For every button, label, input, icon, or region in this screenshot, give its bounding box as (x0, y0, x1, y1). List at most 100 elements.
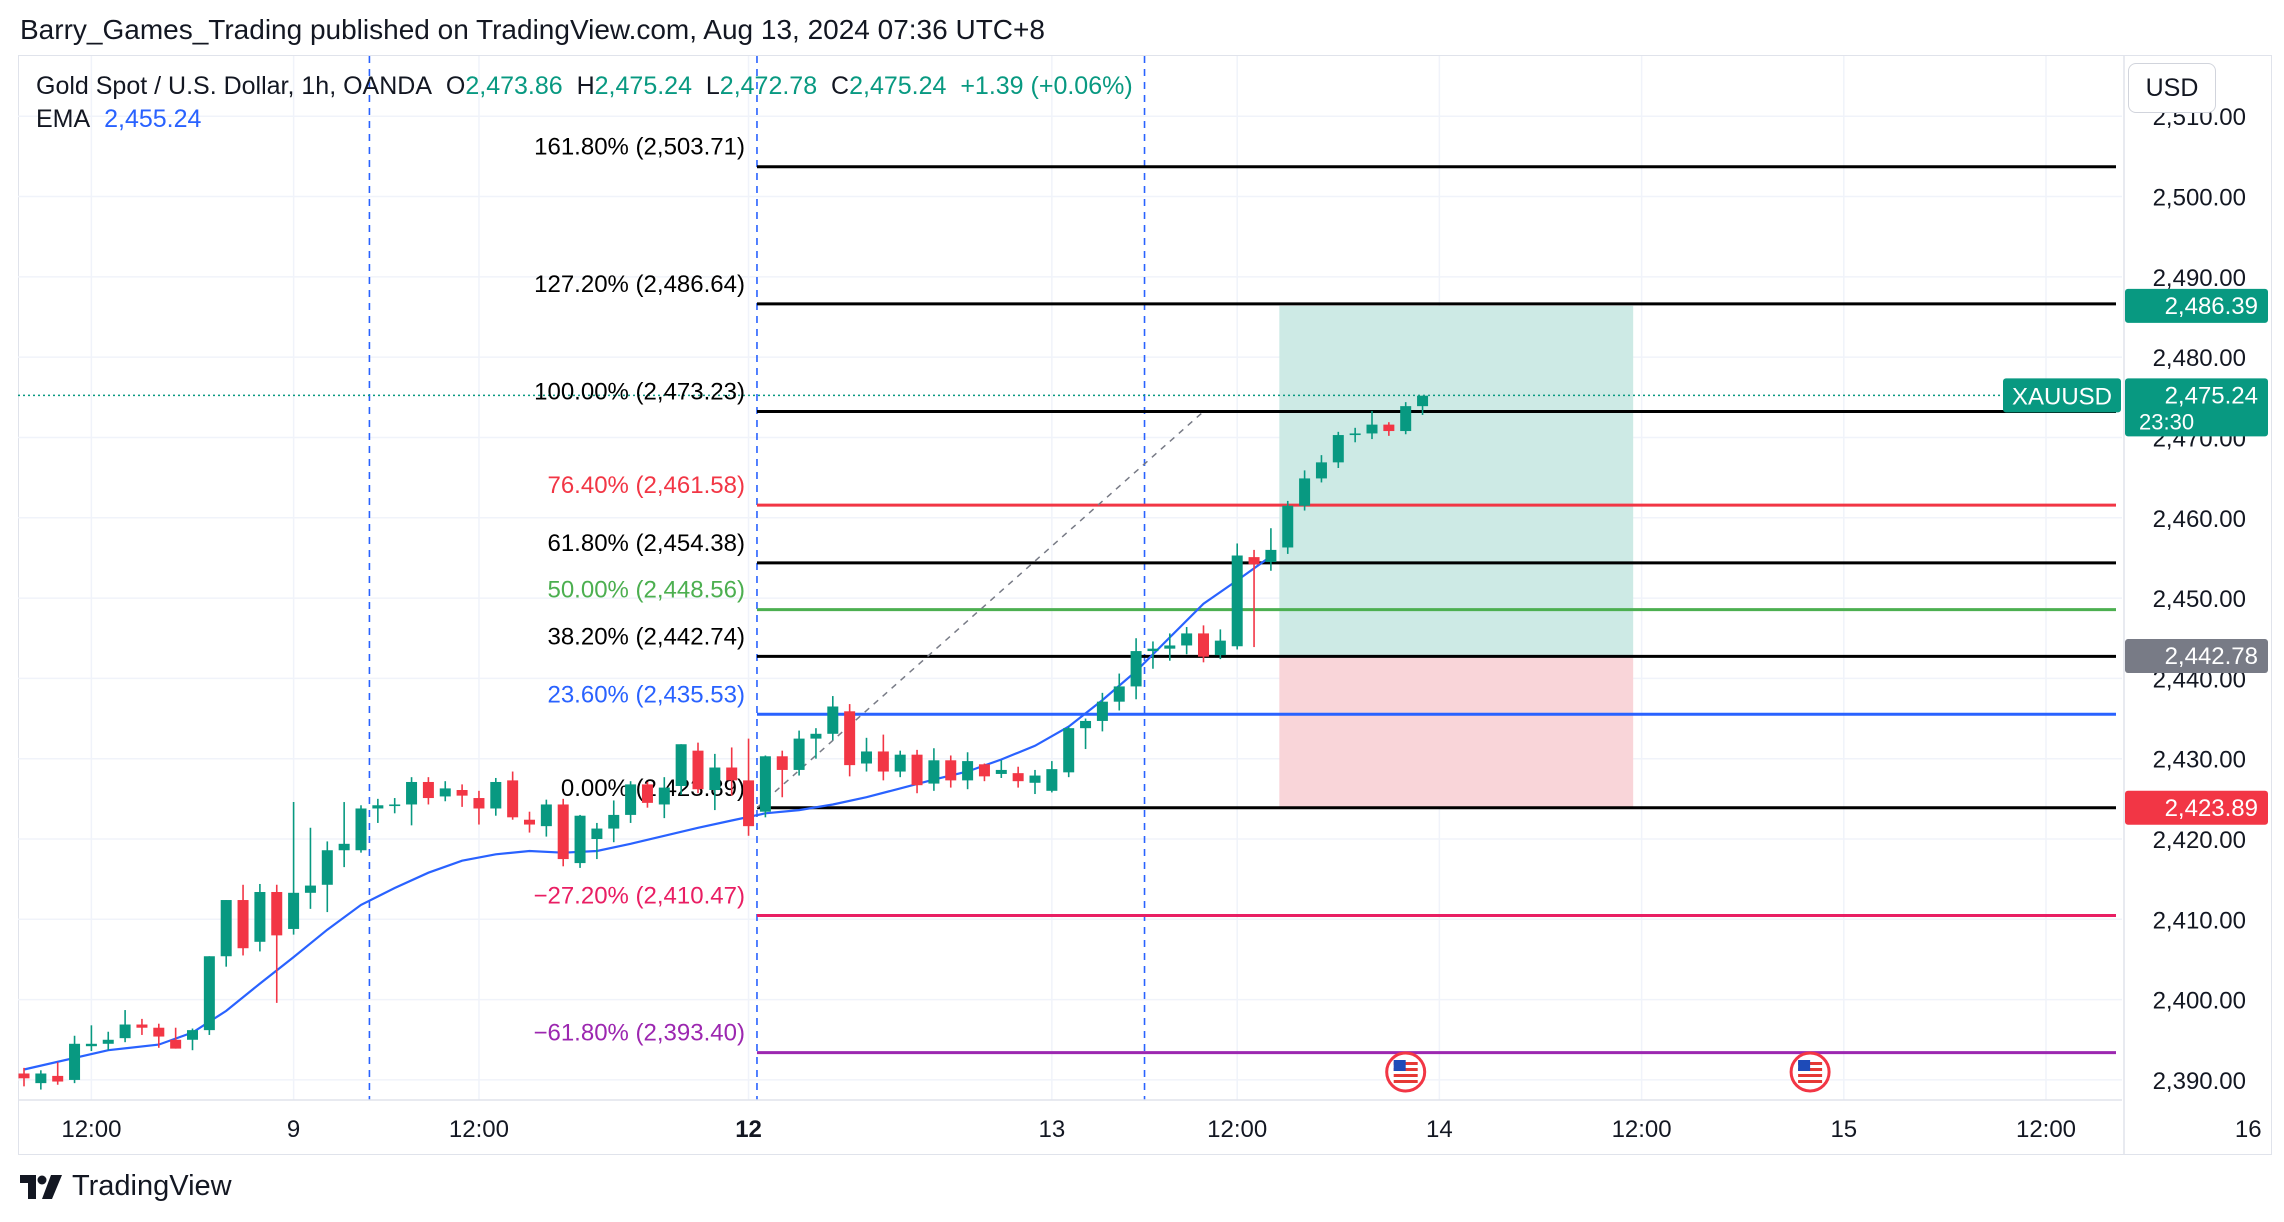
candle-body (372, 805, 384, 809)
candle-body (422, 781, 434, 799)
flag-canton (1798, 1060, 1811, 1071)
candle (574, 814, 586, 868)
candle-body (574, 815, 586, 864)
symbol-name[interactable]: Gold Spot / U.S. Dollar, 1h, OANDA (36, 72, 432, 100)
open-value: 2,473.86 (465, 72, 563, 100)
candle-body (1214, 640, 1226, 656)
candle (1181, 626, 1193, 655)
candle (389, 798, 401, 814)
fib-level-label: 61.80% (2,454.38) (547, 530, 744, 557)
symbol-tag-bg (2003, 378, 2121, 413)
candle (911, 749, 923, 794)
candle-body (540, 804, 552, 827)
candle (254, 883, 266, 952)
us-economic-event-icon[interactable] (1385, 1051, 1427, 1093)
chart-frame[interactable] (18, 55, 2272, 1155)
candle-body (136, 1024, 148, 1028)
candle (1147, 641, 1159, 669)
candle-body (743, 780, 755, 827)
candle (35, 1070, 47, 1090)
price-tick: 2,400.00 (2153, 988, 2246, 1015)
price-tick: 2,500.00 (2153, 185, 2246, 212)
candle (1366, 410, 1378, 440)
candle (1214, 629, 1226, 660)
candle-body (220, 900, 232, 957)
candle-body (473, 798, 485, 809)
price-tick: 2,480.00 (2153, 345, 2246, 372)
candle-body (928, 760, 940, 784)
candle (591, 822, 603, 860)
candle (1164, 633, 1176, 661)
candle (490, 777, 502, 816)
candle-body (288, 892, 300, 929)
fib-level-label: 76.40% (2,461.58) (547, 472, 744, 499)
candle (524, 811, 535, 833)
flag-stripe (1798, 1080, 1823, 1083)
candle (372, 798, 384, 823)
ema-value: 2,455.24 (104, 105, 202, 133)
candle-body (1383, 424, 1395, 432)
candle-body (1164, 645, 1176, 649)
candle-body (978, 764, 990, 777)
candle-body (776, 756, 788, 770)
fib-level-label: 38.20% (2,442.74) (547, 623, 744, 650)
candle (1130, 638, 1142, 700)
candle-body (1349, 433, 1361, 436)
candle-body (1113, 686, 1125, 702)
low-value: 2,472.78 (719, 72, 818, 100)
candle-body (894, 754, 906, 772)
candle-body (557, 804, 569, 860)
candle-body (793, 738, 805, 770)
candle (153, 1023, 165, 1048)
candle (304, 827, 316, 909)
fib-level-label: 100.00% (2,473.23) (534, 379, 745, 406)
flag-stripe (1798, 1074, 1823, 1077)
candle-body (153, 1027, 165, 1037)
candle (1400, 402, 1412, 435)
candle (338, 802, 350, 868)
candle-body (709, 767, 721, 791)
candle (1080, 718, 1092, 750)
time-tick: 16 (2235, 1116, 2262, 1143)
fib-level-label: 161.80% (2,503.71) (534, 134, 745, 161)
candle-body (524, 819, 535, 825)
candle (641, 781, 653, 808)
candle-body (18, 1073, 30, 1079)
candle-body (1063, 728, 1075, 773)
time-tick: 12:00 (2016, 1116, 2076, 1143)
candle-body (170, 1039, 182, 1049)
candle (456, 784, 468, 807)
candle-body (641, 784, 653, 803)
footer-logo[interactable]: TradingView (20, 1170, 232, 1203)
fib-level-label: 23.60% (2,435.53) (547, 681, 744, 708)
candle (675, 744, 687, 795)
ema-legend[interactable]: EMA 2,455.24 (36, 105, 201, 134)
candle-body (271, 892, 283, 936)
candle (473, 790, 485, 825)
currency-button[interactable]: USD (2128, 63, 2216, 113)
candle (945, 755, 957, 788)
time-tick: 12:00 (61, 1116, 121, 1143)
candle-body (1332, 435, 1344, 463)
candle (170, 1027, 182, 1049)
candle-body (1400, 406, 1412, 432)
candle (439, 781, 451, 802)
candle (1046, 761, 1058, 793)
candle-body (759, 756, 771, 812)
candle-body (507, 780, 519, 818)
us-economic-event-icon[interactable] (1789, 1051, 1831, 1093)
candle-body (1029, 775, 1041, 783)
symbol-tag: XAUUSD (2003, 378, 2121, 413)
candle (85, 1025, 97, 1052)
badge-text: 2,475.24 (2165, 382, 2258, 409)
candle (1029, 769, 1041, 795)
price-badge: 2,486.39 (2125, 288, 2268, 323)
high-value: 2,475.24 (594, 72, 692, 100)
countdown-text: 23:30 (2139, 409, 2194, 434)
candle (962, 752, 974, 790)
candle (271, 884, 283, 1003)
candle-body (456, 790, 468, 796)
time-axis: 12:00 9 12:00 12 13 12:00 14 12:00 15 12:00 16 (18, 1099, 2262, 1143)
candle-body (1299, 478, 1311, 506)
